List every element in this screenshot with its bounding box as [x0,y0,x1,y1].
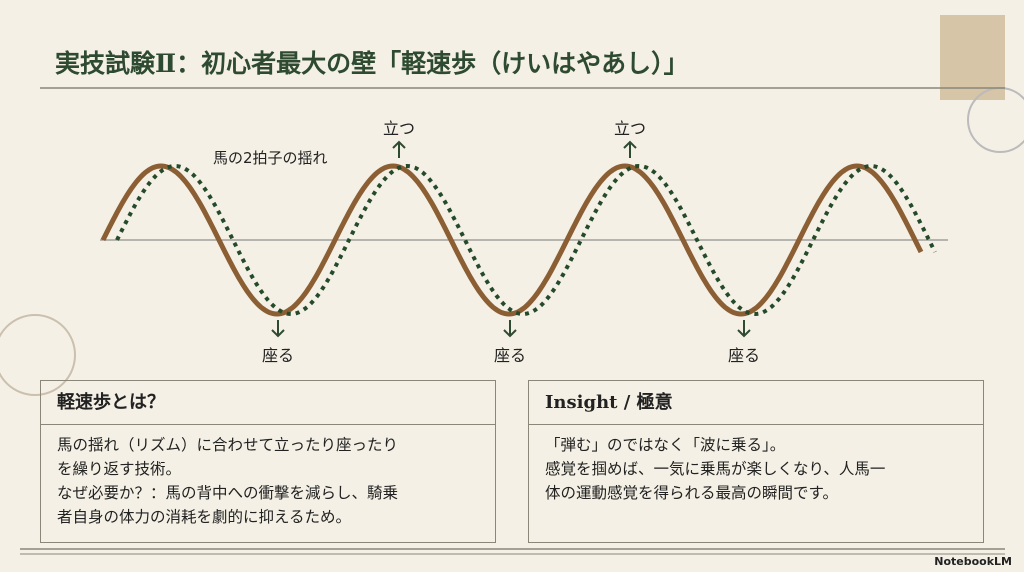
box-body: 馬の揺れ（リズム）に合わせて立ったり座ったり を繰り返す技術。 なぜ必要か？：馬… [41,425,495,529]
box: 軽速歩とは？ 馬の揺れ（リズム）に合わせて立ったり座ったり を繰り返す技術。 な… [40,380,496,543]
arrows [271,140,751,338]
arrow [503,320,517,338]
stamp [940,15,1005,100]
wave-dotted [115,163,937,317]
sit-label: 座る [727,346,761,365]
box-line: なぜ必要か？：馬の背中への衝撃を減らし、騎乗 [57,484,399,502]
title: 実技試験Ⅱ：初心者最大の壁「軽速歩（けいはやあし）」 [55,49,689,78]
sit-label: 座る [493,346,527,365]
box-line: 感覚を掴めば、一気に乗馬が楽しくなり、人馬一 [545,460,886,478]
box: Insight / 極意 「弾む」のではなく「波に乗る」。 感覚を掴めば、一気に… [528,380,984,543]
arrow [392,140,406,158]
arrow [737,320,751,338]
arrow [271,320,285,338]
wave [100,163,924,317]
box-line: 者自身の体力の消耗を劇的に抑えるため。 [57,508,352,526]
stand-label: 立つ [382,119,416,138]
box-title: 軽速歩とは？ [41,381,495,425]
compass [0,314,76,396]
box-line: 「弾む」のではなく「波に乗る」。 [545,436,786,454]
box-body: 「弾む」のではなく「波に乗る」。 感覚を掴めば、一気に乗馬が楽しくなり、人馬一 … [529,425,983,505]
wave-caption: 馬の2拍子の揺れ [213,149,328,167]
box-line: 馬の揺れ（リズム）に合わせて立ったり座ったり [57,436,399,454]
sit-label: 座る [261,346,295,365]
box-line: 体の運動感覚を得られる最高の瞬間です。 [545,484,838,502]
arrow [623,140,637,158]
brand: NotebookLM [934,555,1012,568]
stand-label: 立つ [613,119,647,138]
box-line: を繰り返す技術。 [57,460,182,478]
box-title: Insight / 極意 [529,381,983,425]
